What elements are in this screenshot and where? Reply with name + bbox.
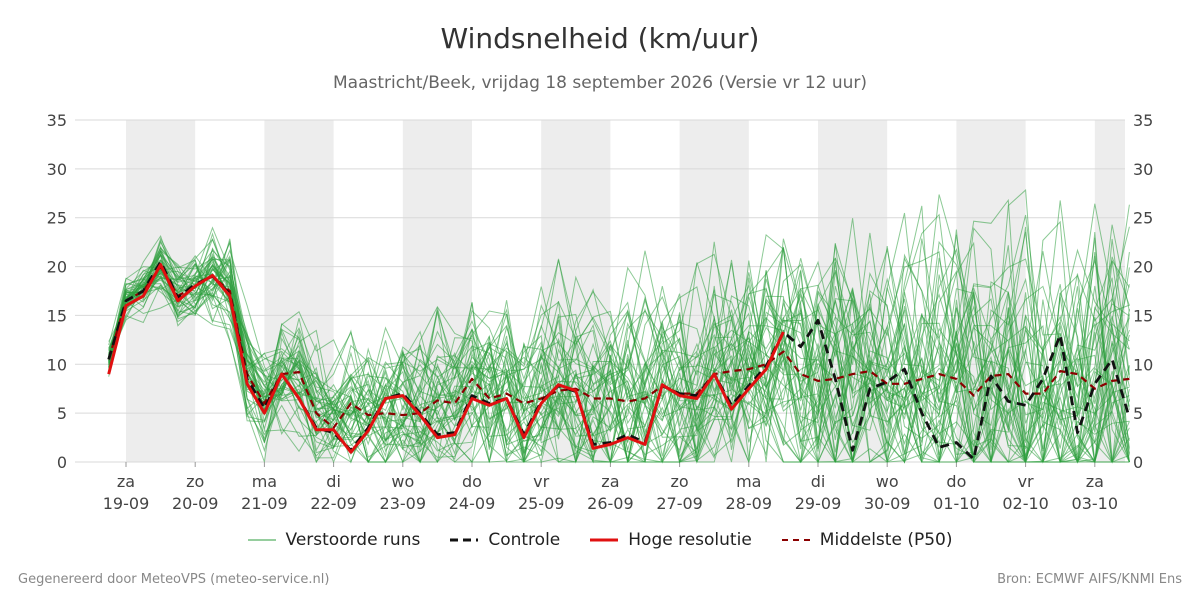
x-tick-label-day: vr (533, 472, 549, 491)
x-tick-label-day: ma (252, 472, 277, 491)
legend-label-hires: Hoge resolutie (628, 530, 752, 550)
ensemble-run-line (108, 262, 1130, 464)
y-tick-label-right: 20 (1133, 258, 1153, 277)
x-tick-label-date: 01-10 (933, 494, 980, 513)
x-tick-label-date: 27-09 (656, 494, 703, 513)
x-tick-label-day: wo (391, 472, 414, 491)
chart-subtitle: Maastricht/Beek, vrijdag 18 september 20… (332, 73, 867, 93)
y-tick-label-right: 15 (1133, 306, 1153, 325)
x-tick-label-date: 24-09 (449, 494, 496, 513)
ensemble-run-line (108, 256, 1130, 463)
ensemble-run-line (108, 263, 1130, 464)
y-tick-label-right: 10 (1133, 355, 1153, 374)
x-tick-label-day: zo (186, 472, 204, 491)
y-tick-label-right: 5 (1133, 404, 1143, 423)
x-tick-label-date: 02-10 (1002, 494, 1049, 513)
y-tick-label-left: 25 (47, 209, 67, 228)
chart-title: Windsnelheid (km/uur) (440, 22, 760, 55)
x-tick-label-day: ma (736, 472, 761, 491)
footer-generator: Gegenereerd door MeteoVPS (meteo-service… (18, 572, 330, 587)
legend-item-ensemble[interactable]: Verstoorde runs (247, 530, 421, 550)
legend-label-median: Middelste (P50) (819, 530, 953, 550)
legend-label-ensemble: Verstoorde runs (285, 530, 421, 550)
x-tick-label-date: 28-09 (726, 494, 773, 513)
x-tick-label-day: wo (876, 472, 899, 491)
main-series (107, 260, 1131, 461)
y-axis-left: 0 5 10 15 20 25 30 35 (47, 111, 67, 472)
legend-item-control[interactable]: Controle (450, 530, 560, 550)
series-control-line (107, 260, 1131, 461)
legend: Verstoorde runs Controle Hoge resolutie … (0, 530, 1200, 550)
ensemble-run-line (108, 244, 1130, 464)
x-axis: za 19-09 zo 20-09 ma 21-09 di 22-09 wo 23-09 do 24-… (103, 462, 1118, 513)
y-tick-label-left: 5 (57, 404, 67, 423)
ensemble-run-line (108, 224, 1130, 464)
x-tick-label-day: vr (1018, 472, 1034, 491)
x-tick-label-day: za (601, 472, 619, 491)
y-tick-label-right: 25 (1133, 209, 1153, 228)
y-tick-label-left: 0 (57, 453, 67, 472)
legend-swatch-median (781, 539, 810, 541)
y-tick-label-right: 0 (1133, 453, 1143, 472)
x-tick-label-date: 03-10 (1072, 494, 1119, 513)
ensemble-run-line (108, 243, 1130, 464)
x-tick-label-day: za (1086, 472, 1104, 491)
ensemble-run-line (108, 212, 1130, 464)
ensemble-run-line (108, 232, 1130, 464)
x-tick-label-date: 26-09 (587, 494, 634, 513)
y-tick-label-left: 35 (47, 111, 67, 130)
x-tick-label-date: 21-09 (241, 494, 288, 513)
ensemble-run-line (108, 247, 1130, 463)
y-tick-label-left: 30 (47, 160, 67, 179)
x-tick-label-day: do (462, 472, 482, 491)
x-tick-label-day: di (326, 472, 341, 491)
y-axis-right: 0 5 10 15 20 25 30 35 (1133, 111, 1153, 472)
ensemble-run-line (108, 194, 1130, 464)
legend-swatch-ensemble (247, 539, 276, 541)
x-tick-label-date: 23-09 (380, 494, 427, 513)
x-tick-label-day: zo (671, 472, 689, 491)
legend-swatch-hires (590, 538, 619, 542)
x-tick-label-day: di (811, 472, 826, 491)
y-tick-label-right: 30 (1133, 160, 1153, 179)
y-tick-label-left: 15 (47, 306, 67, 325)
x-tick-label-date: 25-09 (518, 494, 565, 513)
y-tick-label-left: 20 (47, 258, 67, 277)
y-tick-label-right: 35 (1133, 111, 1153, 130)
x-tick-label-date: 29-09 (795, 494, 842, 513)
series-hires-line (107, 263, 785, 454)
wind-speed-chart: 0 5 10 15 20 25 30 35 0 5 10 15 20 25 30 35 za 19-09 zo 2… (47, 111, 1154, 513)
footer-source: Bron: ECMWF AIFS/KNMI Ens (997, 572, 1182, 587)
legend-item-hires[interactable]: Hoge resolutie (590, 530, 752, 550)
x-tick-label-day: za (117, 472, 135, 491)
legend-label-control: Controle (488, 530, 561, 550)
legend-item-median[interactable]: Middelste (P50) (781, 530, 953, 550)
x-tick-label-date: 22-09 (310, 494, 357, 513)
x-tick-label-date: 20-09 (172, 494, 219, 513)
y-tick-label-left: 10 (47, 355, 67, 374)
x-tick-label-date: 30-09 (864, 494, 911, 513)
legend-swatch-control (450, 538, 479, 542)
x-tick-label-date: 19-09 (103, 494, 150, 513)
x-tick-label-day: do (946, 472, 966, 491)
